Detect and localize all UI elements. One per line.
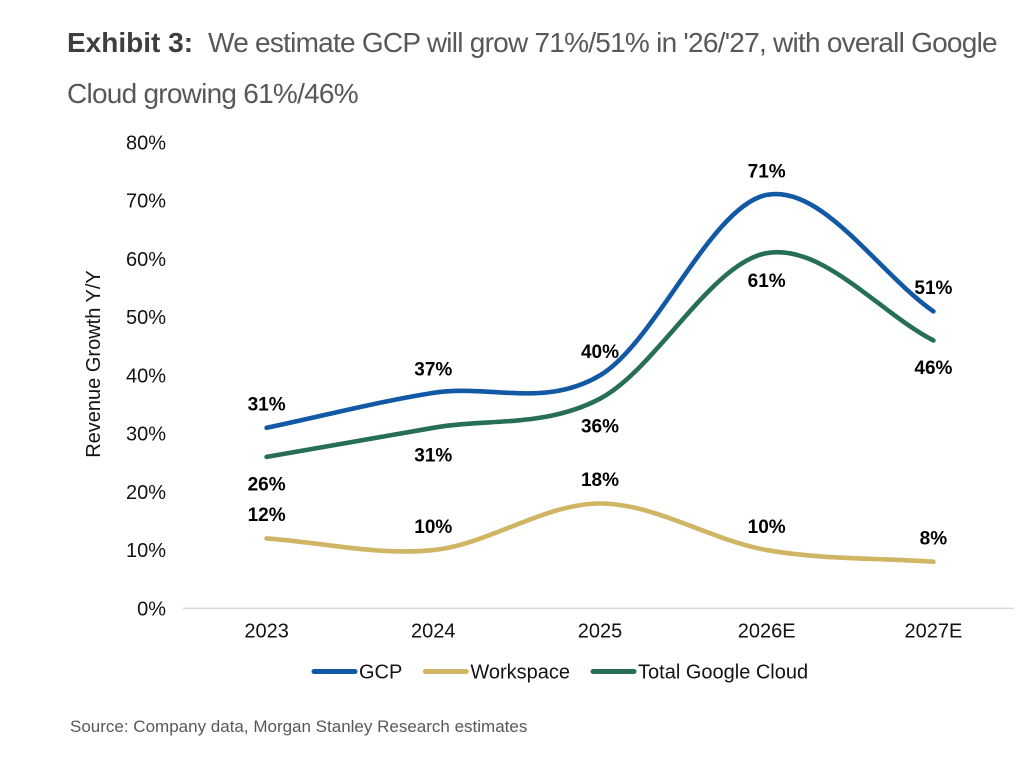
y-tick-label: 30%	[126, 424, 166, 446]
x-tick-label: 2027E	[904, 621, 962, 643]
y-tick-label: 40%	[126, 365, 166, 387]
data-label: 12%	[248, 505, 286, 526]
y-tick-label: 50%	[126, 307, 166, 329]
data-label: 46%	[914, 358, 952, 379]
data-label: 10%	[748, 517, 786, 538]
data-label: 51%	[914, 278, 952, 299]
y-tick-label: 10%	[126, 540, 166, 562]
legend-label: Workspace	[470, 662, 570, 684]
exhibit-title: Exhibit 3: We estimate GCP will grow 71%/…	[67, 17, 1024, 119]
x-tick-label: 2023	[244, 621, 289, 643]
x-tick-label: 2024	[411, 621, 456, 643]
y-tick-label: 0%	[137, 598, 166, 620]
legend-label: GCP	[359, 662, 402, 684]
data-label: 26%	[248, 475, 286, 496]
data-label: 10%	[414, 517, 452, 538]
gcp-line	[264, 191, 936, 431]
y-tick-label: 80%	[126, 133, 166, 155]
data-label: 37%	[414, 360, 452, 381]
total-google-cloud-line	[264, 249, 936, 460]
data-label: 8%	[920, 528, 948, 549]
data-label: 40%	[581, 342, 619, 363]
workspace-line	[264, 501, 936, 565]
data-label: 31%	[414, 446, 452, 467]
exhibit-number-label: Exhibit 3:	[67, 27, 194, 58]
data-label: 71%	[748, 162, 786, 183]
data-label: 36%	[581, 416, 619, 437]
x-tick-label: 2025	[578, 621, 623, 643]
y-axis-title: Revenue Growth Y/Y	[83, 270, 105, 458]
y-tick-label: 70%	[126, 191, 166, 213]
data-label: 18%	[581, 470, 619, 491]
y-tick-label: 60%	[126, 249, 166, 271]
source-note: Source: Company data, Morgan Stanley Res…	[70, 717, 528, 736]
y-tick-label: 20%	[126, 482, 166, 504]
x-tick-label: 2026E	[738, 621, 796, 643]
data-label: 31%	[248, 395, 286, 416]
exhibit-caption: We estimate GCP will grow 71%/51% in '26…	[67, 27, 998, 109]
data-label: 61%	[748, 271, 786, 292]
legend-label: Total Google Cloud	[638, 662, 808, 684]
